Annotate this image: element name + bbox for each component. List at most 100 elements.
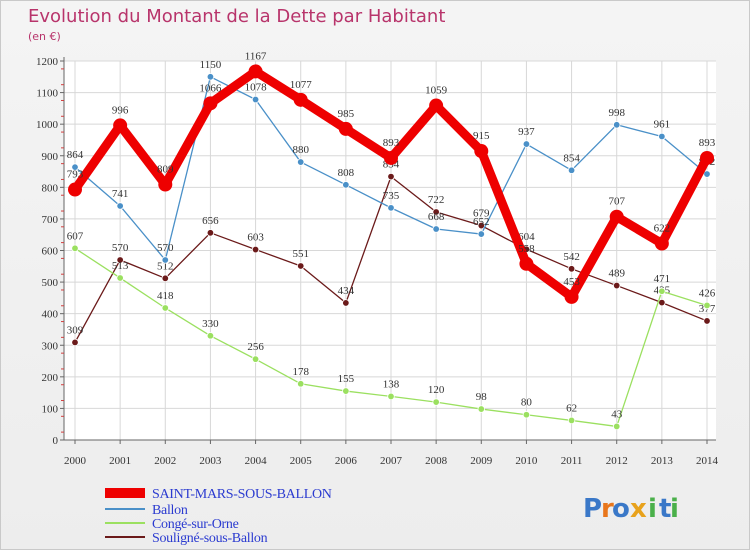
data-point	[567, 166, 576, 174]
data-point	[477, 405, 485, 413]
data-label: 138	[383, 378, 400, 390]
data-point	[477, 230, 485, 238]
x-tick-label: 2011	[561, 455, 583, 467]
data-label: 1066	[199, 82, 222, 94]
data-point	[206, 229, 215, 237]
data-point	[613, 281, 621, 290]
logo-letter: o	[612, 494, 630, 524]
chart-title: Evolution du Montant de la Dette par Hab…	[28, 6, 446, 27]
data-label: 722	[428, 194, 445, 206]
data-point	[474, 144, 489, 159]
data-label: 793	[67, 169, 84, 181]
data-point	[342, 387, 350, 395]
data-label: 309	[67, 324, 84, 336]
legend-label: Souligné-sous-Ballon	[152, 531, 268, 546]
data-point	[519, 256, 534, 271]
data-point	[477, 221, 485, 230]
data-point	[432, 225, 440, 233]
data-point	[116, 256, 124, 264]
data-label: 735	[383, 190, 400, 202]
data-point	[703, 301, 711, 310]
y-tick-label: 200	[42, 372, 59, 384]
data-label: 998	[608, 107, 625, 119]
data-label: 1059	[425, 85, 448, 97]
data-point	[522, 140, 531, 148]
data-label: 1167	[245, 50, 267, 62]
data-label: 418	[157, 290, 174, 302]
data-label: 707	[608, 196, 625, 208]
data-point	[71, 244, 79, 252]
data-label: 985	[338, 108, 355, 120]
logo-letter: x	[630, 494, 647, 524]
x-tick-label: 2004	[245, 455, 268, 467]
y-tick-label: 1000	[36, 119, 59, 131]
y-tick-label: 500	[42, 277, 59, 289]
legend: SAINT-MARS-SOUS-BALLONBallonCongé-sur-Or…	[105, 487, 332, 546]
y-tick-label: 900	[42, 151, 59, 163]
series-cong-sur-orne: 607 513 418 330 256 178 155 138 120 98 80 62 43 471 42…	[67, 230, 716, 431]
data-label: 434	[338, 285, 355, 297]
data-label: 43	[611, 408, 623, 420]
data-point	[432, 208, 440, 216]
data-point	[206, 332, 215, 340]
data-label: 893	[383, 137, 400, 149]
data-label: 542	[563, 251, 580, 263]
data-point	[248, 64, 263, 79]
series-group: 3095705126566035514348347226796045424894…	[67, 50, 716, 431]
y-tick-label: 1200	[36, 56, 59, 68]
data-point	[384, 150, 398, 165]
data-point	[567, 416, 576, 425]
data-label: 120	[428, 384, 445, 396]
y-tick-label: 1100	[36, 88, 58, 100]
x-tick-label: 2012	[606, 455, 628, 467]
data-label: 1150	[200, 59, 222, 71]
x-tick-label: 2007	[380, 455, 403, 467]
data-point	[338, 121, 353, 136]
legend-item: Congé-sur-Orne	[105, 517, 239, 532]
data-label: 98	[476, 391, 488, 403]
data-label: 656	[202, 215, 219, 227]
data-point	[71, 163, 79, 171]
y-tick-label: 700	[42, 214, 59, 226]
proxiti-logo: Pro x i ti	[583, 494, 679, 524]
y-tick-label: 800	[42, 182, 59, 194]
data-label: 80	[521, 397, 533, 409]
data-point	[342, 181, 350, 189]
x-tick-label: 2010	[515, 455, 538, 467]
y-tick-label: 600	[42, 246, 59, 258]
data-label: 558	[518, 243, 535, 255]
data-label: 741	[112, 188, 129, 200]
logo-letter: i	[648, 494, 657, 524]
axes: 0 100 200 300 400 500 600 700 800 900 1000 1100 1200…	[36, 56, 719, 467]
y-tick-label: 300	[42, 340, 59, 352]
data-label: 679	[473, 208, 490, 220]
data-point	[387, 392, 395, 401]
data-label: 471	[654, 273, 671, 285]
x-tick-label: 2000	[64, 455, 87, 467]
data-label: 570	[157, 242, 174, 254]
data-point	[71, 338, 79, 347]
data-point	[609, 209, 624, 224]
data-label: 854	[563, 152, 580, 164]
logo-letter: P	[583, 494, 602, 524]
series-saint-mars-sous-ballon: 793 996 809 1066 1167 1077 985 893 1059 915 558 453…	[67, 50, 716, 304]
data-label: 62	[566, 402, 577, 414]
data-point	[522, 411, 531, 419]
x-tick-label: 2009	[470, 455, 493, 467]
data-point	[116, 202, 124, 210]
data-label: 178	[292, 366, 309, 378]
data-point	[654, 236, 669, 251]
data-label: 864	[67, 149, 84, 161]
legend-item: Ballon	[105, 503, 188, 518]
data-label: 512	[157, 260, 174, 272]
data-label: 603	[247, 232, 264, 244]
logo-letter: r	[601, 494, 614, 524]
x-tick-label: 2001	[109, 455, 131, 467]
y-tick-label: 100	[42, 403, 59, 415]
data-label: 808	[338, 167, 355, 179]
data-label: 453	[563, 276, 580, 288]
data-point	[116, 274, 124, 282]
data-label: 607	[67, 230, 84, 242]
data-point	[161, 274, 169, 282]
